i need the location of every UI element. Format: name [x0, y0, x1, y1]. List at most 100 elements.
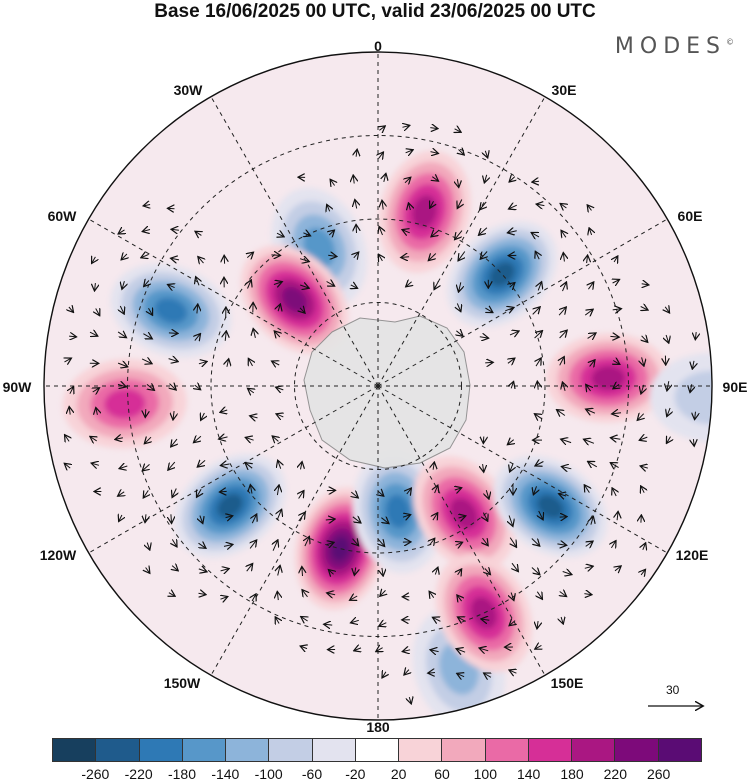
wind-arrow: [508, 359, 514, 364]
wind-arrow: [272, 362, 279, 366]
wind-arrow: [246, 438, 254, 441]
wind-arrow: [641, 384, 644, 393]
lon-label-60e: 60E: [678, 208, 703, 224]
wind-arrow: [587, 334, 596, 339]
wind-arrow: [69, 408, 70, 415]
wind-arrow: [89, 332, 97, 336]
wind-arrow: [613, 280, 619, 283]
wind-arrow: [92, 257, 95, 263]
wind-arrow: [483, 512, 487, 521]
wind-arrow: [693, 360, 695, 368]
wind-arrow: [562, 439, 572, 442]
wind-arrow: [455, 129, 461, 132]
wind-arrow: [458, 570, 462, 575]
wind-arrow: [485, 362, 492, 363]
wind-arrow: [383, 672, 386, 677]
lon-label-0: 0: [374, 38, 382, 54]
anomaly-contour: [331, 536, 350, 561]
colorbar-tick-label: 180: [560, 766, 584, 782]
wind-arrow: [351, 285, 357, 288]
wind-arrow: [407, 489, 411, 494]
wind-arrow: [303, 233, 309, 236]
wind-arrow: [325, 624, 333, 625]
colorbar-swatch: [355, 739, 400, 761]
wind-arrow: [429, 673, 435, 674]
wind-arrow: [144, 205, 150, 206]
wind-arrow: [457, 649, 466, 652]
wind-arrow: [667, 407, 670, 416]
wind-arrow: [536, 252, 540, 260]
wind-arrow: [405, 178, 410, 183]
wind-arrow: [406, 282, 411, 286]
wind-arrow: [277, 510, 281, 521]
wind-arrow: [145, 437, 151, 443]
wind-arrow: [588, 283, 593, 290]
wind-arrow: [536, 462, 544, 466]
wind-arrow: [277, 233, 283, 236]
lon-label-90e: 90E: [723, 379, 748, 395]
wind-arrow: [355, 200, 357, 209]
colorbar-tick-label: -220: [124, 766, 153, 782]
wind-arrow: [351, 620, 359, 622]
lon-label-150w: 150W: [164, 675, 201, 691]
wind-arrow: [588, 462, 598, 467]
wind-arrow: [327, 543, 334, 545]
colorbar-swatch: [96, 739, 140, 761]
colorbar: [52, 738, 702, 762]
lon-label-180: 180: [366, 719, 390, 735]
wind-arrow: [172, 229, 179, 230]
wind-arrow: [508, 440, 514, 444]
wind-arrow: [147, 384, 154, 389]
wind-arrow: [562, 231, 566, 237]
wind-arrow: [409, 204, 411, 210]
anomaly-contour: [154, 297, 188, 324]
wind-arrow: [459, 150, 464, 155]
wind-arrow: [196, 278, 199, 286]
wind-arrow: [328, 593, 336, 595]
wind-arrow: [300, 285, 308, 288]
wind-arrow: [331, 180, 335, 185]
wind-arrow: [432, 231, 439, 237]
wind-arrow: [70, 387, 73, 393]
wind-arrow: [459, 516, 465, 518]
wind-arrow: [458, 199, 462, 208]
wind-arrow: [278, 305, 280, 311]
wind-arrow: [587, 256, 588, 264]
wind-arrow: [430, 201, 433, 207]
wind-arrow: [277, 388, 284, 390]
wind-arrow: [458, 617, 466, 621]
wind-arrow: [122, 281, 124, 288]
wind-arrow: [355, 567, 356, 575]
wind-arrow: [325, 519, 334, 520]
wind-arrow: [119, 230, 125, 234]
wind-arrow: [584, 594, 591, 595]
wind-arrow: [458, 674, 465, 677]
wind-arrow: [485, 308, 492, 312]
wind-arrow: [329, 231, 334, 235]
wind-arrow: [273, 541, 277, 551]
wind-arrow: [479, 227, 488, 235]
wind-arrow: [301, 646, 307, 648]
wind-arrow: [584, 310, 592, 315]
wind-arrow: [430, 128, 437, 129]
colorbar-tick-label: 140: [516, 766, 541, 782]
wind-arrow: [614, 384, 619, 388]
wind-arrow: [381, 590, 386, 595]
wind-arrow: [483, 464, 484, 471]
colorbar-tick-label: 60: [434, 766, 450, 782]
wind-arrow: [456, 543, 462, 546]
wind-arrow: [557, 410, 566, 415]
wind-arrow: [563, 383, 565, 391]
wind-arrow: [300, 308, 304, 313]
wind-arrow: [403, 515, 410, 517]
wind-arrow: [532, 308, 540, 315]
wind-arrow: [382, 567, 383, 575]
wind-arrow: [666, 334, 668, 342]
wind-arrow: [459, 251, 465, 261]
wind-arrow: [431, 650, 439, 652]
map-title: Base 16/06/2025 00 UTC, valid 23/06/2025…: [154, 1, 596, 22]
colorbar-tick-label: -140: [211, 766, 240, 782]
wind-arrow: [277, 486, 279, 496]
wind-arrow: [248, 389, 254, 393]
wind-arrow: [173, 488, 177, 497]
